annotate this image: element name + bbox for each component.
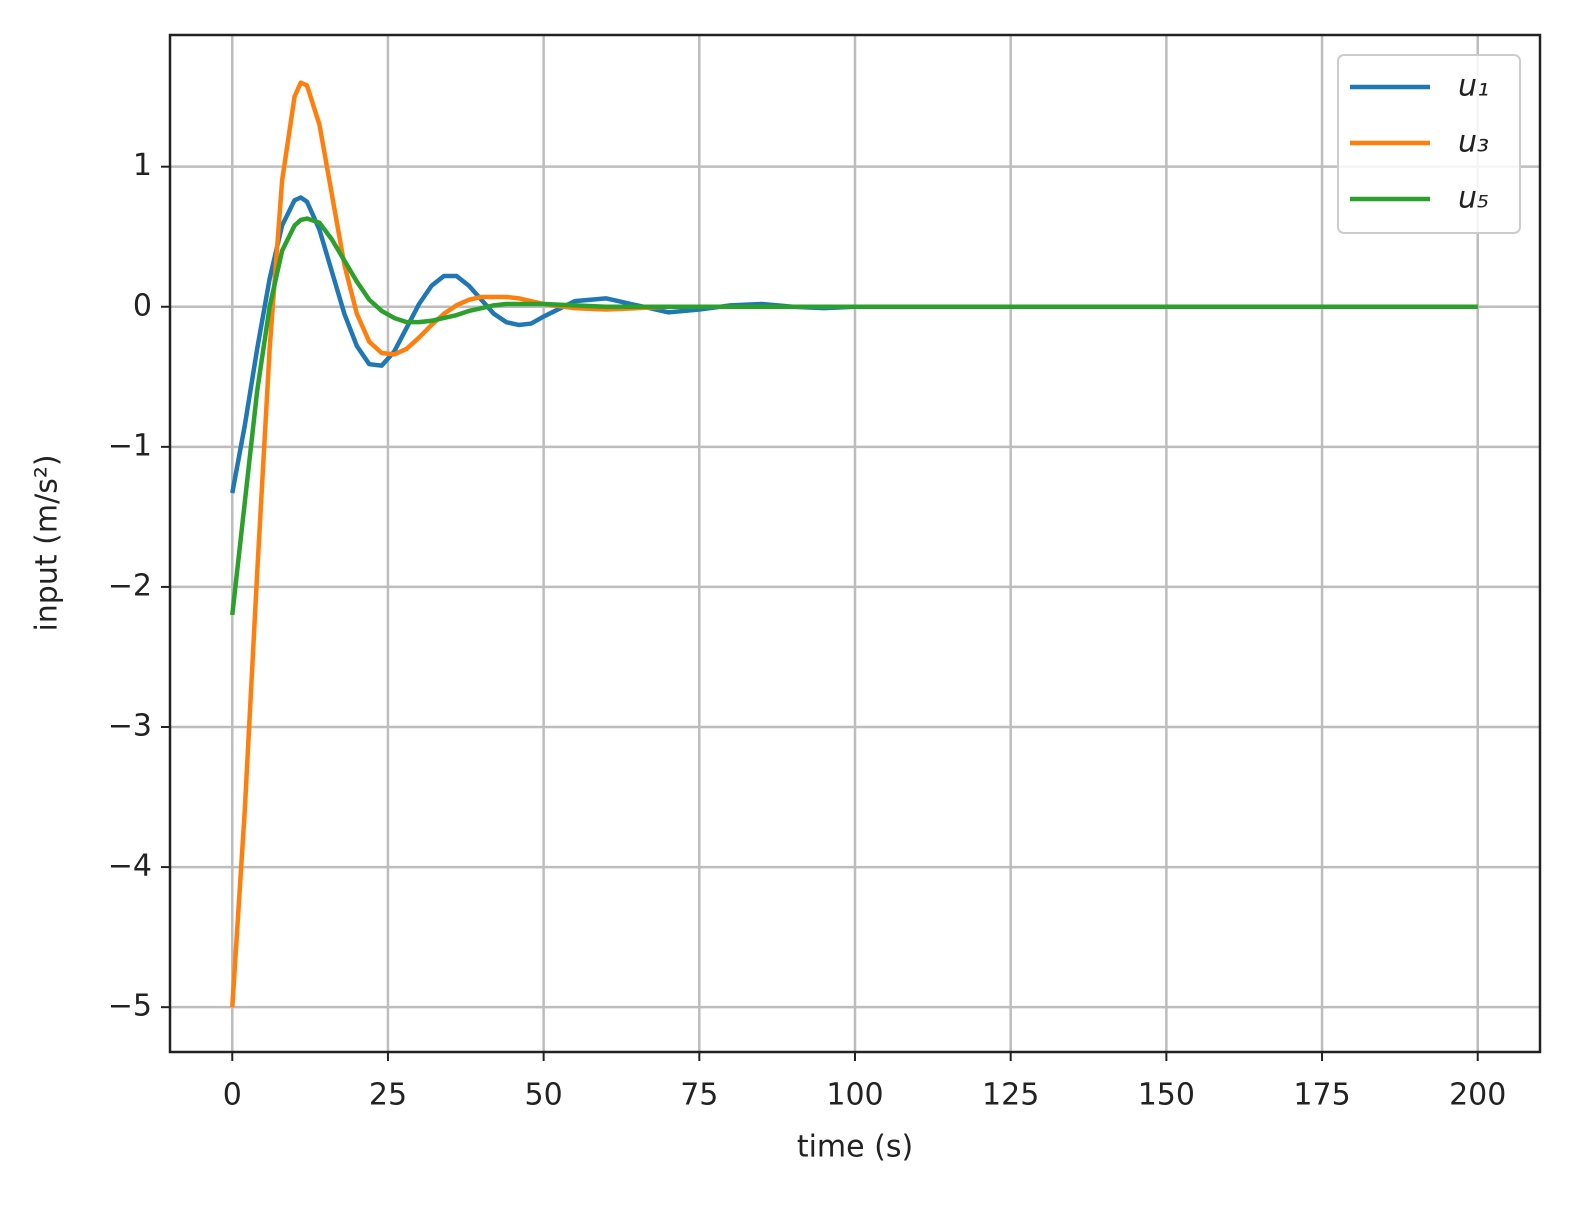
y-tick-label: −4 — [108, 849, 152, 884]
x-axis-label: time (s) — [797, 1130, 913, 1165]
y-tick-label: −3 — [108, 709, 152, 744]
legend-label: u₃ — [1458, 125, 1489, 160]
x-tick-label: 150 — [1138, 1078, 1195, 1113]
x-tick-label: 50 — [525, 1078, 563, 1113]
y-tick-label: −2 — [108, 568, 152, 603]
x-tick-label: 200 — [1449, 1078, 1506, 1113]
y-tick-label: 1 — [133, 148, 152, 183]
x-tick-label: 175 — [1293, 1078, 1350, 1113]
x-tick-label: 0 — [223, 1078, 242, 1113]
grid — [170, 35, 1540, 1052]
y-axis-label: input (m/s²) — [30, 454, 65, 631]
x-tick-label: 25 — [369, 1078, 407, 1113]
data-line — [230, 216, 1478, 616]
y-tick-label: −1 — [108, 428, 152, 463]
legend-label: u₅ — [1458, 181, 1489, 216]
x-tick-label: 100 — [826, 1078, 883, 1113]
legend: u₁ u₃ u₅ — [1337, 54, 1521, 234]
y-tick-label: 0 — [133, 288, 152, 323]
x-tick-label: 75 — [680, 1078, 718, 1113]
lines — [230, 80, 1478, 1008]
y-tick-label: −5 — [108, 989, 152, 1024]
legend-label: u₁ — [1458, 69, 1489, 104]
x-tick-label: 125 — [982, 1078, 1039, 1113]
